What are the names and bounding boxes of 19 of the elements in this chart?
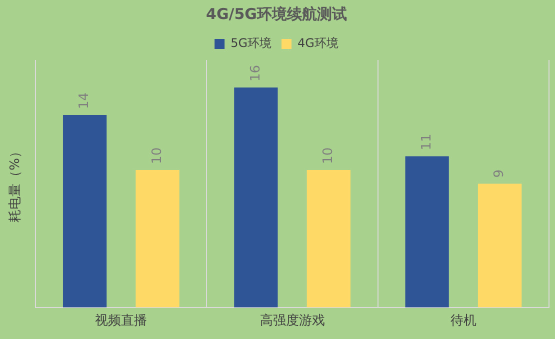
legend-label: 4G环境 — [298, 36, 338, 50]
data-label: 16 — [248, 64, 264, 82]
y-axis-title: 耗电量（%） — [8, 145, 24, 222]
bar — [405, 156, 449, 308]
bar — [306, 170, 350, 308]
legend-label: 5G环境 — [230, 36, 272, 50]
data-label: 10 — [150, 147, 165, 164]
bar — [62, 114, 107, 308]
chart-title: 4G/5G环境续航测试 — [206, 4, 347, 23]
data-label: 11 — [419, 134, 434, 150]
x-tick-label: 高强度游戏 — [260, 312, 325, 329]
x-tick-label: 待机 — [450, 314, 476, 329]
data-label: 14 — [77, 92, 92, 109]
x-tick-label: 视频直播 — [95, 314, 148, 329]
bar — [234, 87, 278, 308]
bar — [478, 184, 522, 308]
data-label: 9 — [492, 169, 508, 178]
bar — [136, 170, 180, 308]
data-label: 10 — [321, 147, 336, 164]
